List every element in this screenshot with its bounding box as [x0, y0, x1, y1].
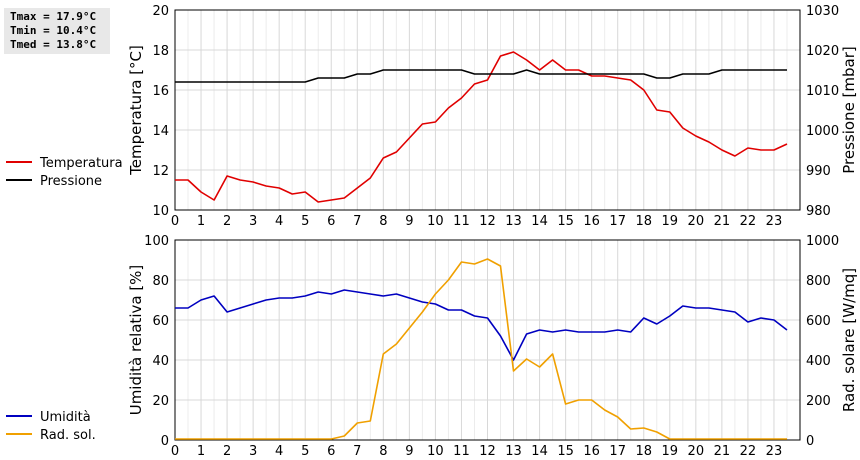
y-tick-label-right: 400 [806, 354, 831, 369]
x-tick-label: 17 [609, 214, 626, 229]
x-tick-label: 8 [379, 214, 387, 229]
x-tick-label: 17 [609, 444, 626, 459]
stat-tmed: Tmed = 13.8°C [10, 38, 97, 51]
y-axis-label-left: Temperatura [°C] [127, 45, 145, 176]
x-tick-label: 20 [688, 444, 705, 459]
x-tick-label: 13 [505, 444, 522, 459]
x-tick-label: 19 [662, 214, 679, 229]
chart-panel-2: 0 1 2 3 4 5 6 7 8 9 10 11 12 13 14 15 16 17 18 19 20 21 22 230 0… [6, 234, 858, 459]
x-tick-label: 22 [740, 444, 757, 459]
x-tick-label: 6 [327, 214, 335, 229]
y-tick-label-left: 20 [152, 394, 169, 409]
x-tick-label: 18 [635, 444, 652, 459]
x-tick-label: 7 [353, 214, 361, 229]
x-tick-label: 2 [223, 214, 231, 229]
x-tick-label: 2 [223, 444, 231, 459]
legend-label: Umidità [40, 410, 91, 425]
x-tick-label: 10 [427, 444, 444, 459]
x-tick-label: 0 [171, 444, 179, 459]
x-tick-label: 8 [379, 444, 387, 459]
x-tick-label: 3 [249, 214, 257, 229]
x-tick-label: 16 [583, 214, 600, 229]
x-tick-label: 9 [405, 214, 413, 229]
y-tick-label-left: 10 [152, 204, 169, 219]
x-tick-label: 20 [688, 214, 705, 229]
x-tick-label: 0 [171, 214, 179, 229]
x-tick-label: 4 [275, 444, 283, 459]
legend-label: Temperatura [39, 156, 123, 171]
x-tick-label: 6 [327, 444, 335, 459]
x-tick-label: 14 [531, 444, 548, 459]
series-line-2-1 [175, 289, 788, 361]
x-tick-label: 11 [453, 444, 470, 459]
x-tick-label: 5 [301, 214, 309, 229]
y-tick-label-right: 1010 [806, 84, 839, 99]
y-tick-label-right: 990 [806, 164, 831, 179]
y-tick-label-left: 20 [152, 4, 169, 19]
x-tick-label: 3 [249, 444, 257, 459]
y-tick-label-left: 0 [161, 434, 169, 449]
y-tick-label-right: 200 [806, 394, 831, 409]
x-tick-label: 12 [479, 444, 496, 459]
y-tick-label-left: 60 [152, 314, 169, 329]
x-tick-label: 15 [557, 444, 574, 459]
x-tick-label: 9 [405, 444, 413, 459]
y-tick-label-right: 1000 [806, 124, 839, 139]
x-tick-label: 23 [766, 444, 783, 459]
y-tick-label-left: 14 [152, 124, 169, 139]
legend-label: Pressione [40, 174, 102, 189]
x-tick-label: 16 [583, 444, 600, 459]
plot-frame [174, 9, 801, 211]
y-tick-label-right: 600 [806, 314, 831, 329]
y-tick-label-right: 1020 [806, 44, 839, 59]
chart-panel-1: 0 1 2 3 4 5 6 7 8 9 10 11 12 13 14 15 16 17 18 19 20 21 22 2310… [6, 4, 858, 229]
x-tick-label: 14 [531, 214, 548, 229]
y-tick-label-right: 980 [806, 204, 831, 219]
y-tick-label-right: 1030 [806, 4, 839, 19]
y-tick-label-right: 1000 [806, 234, 839, 249]
x-tick-label: 12 [479, 214, 496, 229]
stat-tmin: Tmin = 10.4°C [10, 24, 97, 37]
y-axis-label-right: Pressione [mbar] [840, 46, 858, 174]
y-tick-label-left: 80 [152, 274, 169, 289]
y-tick-label-right: 800 [806, 274, 831, 289]
y-axis-label-left: Umidità relativa [%] [127, 265, 145, 416]
legend-label: Rad. sol. [40, 428, 96, 443]
series-line-1-1 [175, 51, 788, 203]
x-tick-label: 18 [635, 214, 652, 229]
series-line-2-2 [175, 258, 787, 440]
y-tick-label-left: 40 [152, 354, 169, 369]
x-tick-label: 21 [714, 444, 731, 459]
series-line-1-2 [175, 69, 787, 83]
y-tick-label-left: 16 [152, 84, 169, 99]
y-tick-label-right: 0 [806, 434, 814, 449]
x-tick-label: 10 [427, 214, 444, 229]
x-tick-label: 23 [766, 214, 783, 229]
x-tick-label: 11 [453, 214, 470, 229]
x-tick-label: 21 [714, 214, 731, 229]
x-tick-label: 5 [301, 444, 309, 459]
y-tick-label-left: 100 [144, 234, 169, 249]
x-tick-label: 22 [740, 214, 757, 229]
x-tick-label: 1 [197, 214, 205, 229]
x-tick-label: 19 [662, 444, 679, 459]
x-tick-label: 13 [505, 214, 522, 229]
x-tick-label: 1 [197, 444, 205, 459]
stats-box: Tmax = 17.9°C Tmin = 10.4°C Tmed = 13.8°… [4, 8, 110, 54]
stat-tmax: Tmax = 17.9°C [10, 10, 97, 23]
y-tick-label-left: 12 [152, 164, 169, 179]
x-tick-label: 4 [275, 214, 283, 229]
y-tick-label-left: 18 [152, 44, 169, 59]
plot-frame [174, 239, 801, 441]
y-axis-label-right: Rad. solare [W/mq] [840, 268, 858, 412]
x-tick-label: 15 [557, 214, 574, 229]
x-tick-label: 7 [353, 444, 361, 459]
